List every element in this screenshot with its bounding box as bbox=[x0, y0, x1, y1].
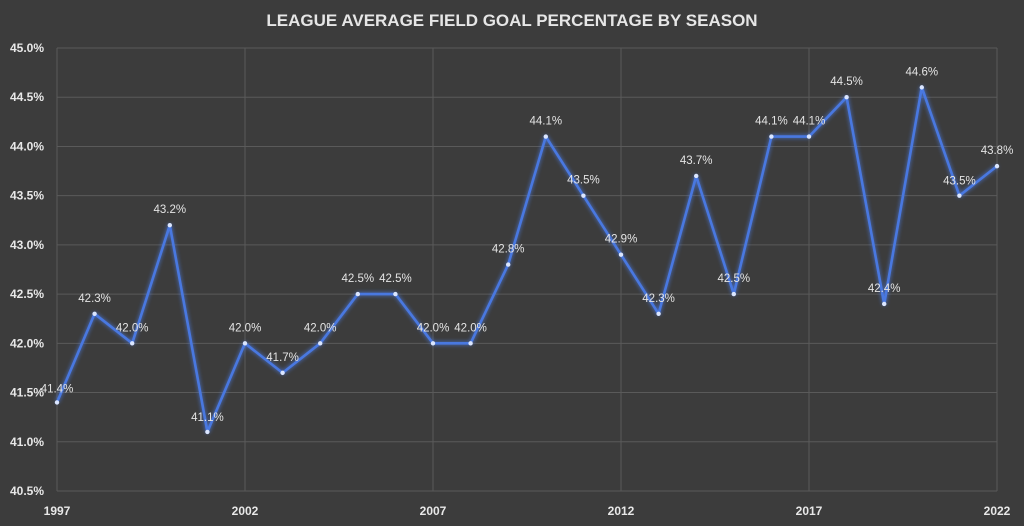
data-label: 42.5% bbox=[379, 273, 412, 285]
data-label: 44.1% bbox=[529, 116, 562, 128]
data-point bbox=[393, 291, 398, 297]
data-label: 42.9% bbox=[605, 234, 638, 246]
data-point bbox=[656, 311, 661, 316]
y-tick-label: 44.5% bbox=[10, 90, 44, 104]
y-tick-label: 43.5% bbox=[10, 189, 44, 203]
y-tick-label: 45.0% bbox=[10, 41, 44, 55]
data-label: 41.7% bbox=[266, 352, 299, 364]
data-point bbox=[92, 311, 97, 316]
data-label: 43.7% bbox=[680, 155, 713, 167]
y-tick-label: 42.5% bbox=[10, 287, 44, 301]
data-point bbox=[882, 301, 887, 307]
data-point bbox=[694, 173, 699, 179]
data-label: 42.0% bbox=[229, 322, 262, 334]
data-label: 43.5% bbox=[943, 176, 976, 188]
data-label: 44.5% bbox=[830, 76, 863, 88]
data-point bbox=[844, 95, 849, 100]
data-label: 42.3% bbox=[78, 293, 111, 305]
x-tick-label: 2007 bbox=[420, 504, 447, 518]
x-tick-label: 1997 bbox=[44, 504, 71, 518]
y-tick-label: 43.0% bbox=[10, 238, 44, 252]
data-point bbox=[167, 223, 172, 228]
data-point bbox=[919, 85, 924, 90]
data-point bbox=[355, 291, 360, 297]
data-label: 43.5% bbox=[567, 175, 600, 187]
data-point bbox=[430, 341, 436, 346]
data-labels: 41.4% 42.3% 42.0% 43.2% 41.1% 42.0% 41.7% 42.0%… bbox=[41, 66, 1014, 424]
data-point bbox=[957, 193, 962, 198]
data-label: 42.5% bbox=[341, 273, 374, 285]
data-label: 43.8% bbox=[981, 145, 1014, 157]
data-point bbox=[130, 341, 135, 346]
chart-title: LEAGUE AVERAGE FIELD GOAL PERCENTAGE BY … bbox=[266, 11, 757, 30]
y-tick-label: 41.0% bbox=[10, 435, 44, 449]
data-point bbox=[280, 370, 285, 376]
data-point bbox=[618, 252, 624, 257]
data-point bbox=[205, 429, 210, 435]
data-point bbox=[543, 134, 548, 139]
data-label: 42.5% bbox=[717, 273, 750, 285]
y-tick-label: 41.5% bbox=[10, 386, 44, 400]
data-label: 42.4% bbox=[868, 283, 901, 295]
data-point bbox=[581, 193, 586, 198]
data-label: 42.0% bbox=[304, 322, 337, 334]
data-label: 42.3% bbox=[642, 293, 675, 305]
axis-tick-labels: 40.5% 41.0% 41.5% 42.0% 42.5% 43.0% 43.5% 44.0%… bbox=[10, 41, 1011, 518]
data-point bbox=[994, 163, 1000, 169]
x-tick-label: 2012 bbox=[608, 504, 635, 518]
series-line bbox=[54, 85, 1000, 435]
data-label: 41.1% bbox=[191, 412, 224, 424]
y-tick-label: 42.0% bbox=[10, 336, 44, 350]
data-label: 42.0% bbox=[454, 322, 487, 334]
series-polyline bbox=[55, 86, 998, 434]
data-point bbox=[506, 262, 511, 267]
data-point bbox=[806, 134, 812, 139]
data-point bbox=[468, 341, 473, 346]
grid bbox=[56, 47, 998, 492]
data-point bbox=[318, 341, 323, 346]
data-label: 42.8% bbox=[492, 244, 525, 256]
data-point bbox=[769, 134, 774, 139]
data-label: 44.1% bbox=[793, 116, 826, 128]
data-label: 44.1% bbox=[755, 116, 788, 128]
data-label: 41.4% bbox=[41, 383, 74, 395]
x-tick-label: 2022 bbox=[984, 504, 1011, 518]
data-point bbox=[54, 400, 60, 405]
x-tick-label: 2002 bbox=[232, 504, 259, 518]
data-label: 44.6% bbox=[905, 66, 938, 78]
data-label: 42.0% bbox=[116, 322, 149, 334]
x-tick-label: 2017 bbox=[796, 504, 823, 518]
data-label: 42.0% bbox=[417, 322, 450, 334]
y-tick-label: 40.5% bbox=[10, 484, 44, 498]
y-tick-label: 44.0% bbox=[10, 139, 44, 153]
data-label: 43.2% bbox=[153, 204, 186, 216]
data-point bbox=[242, 341, 248, 346]
data-point bbox=[731, 291, 736, 297]
